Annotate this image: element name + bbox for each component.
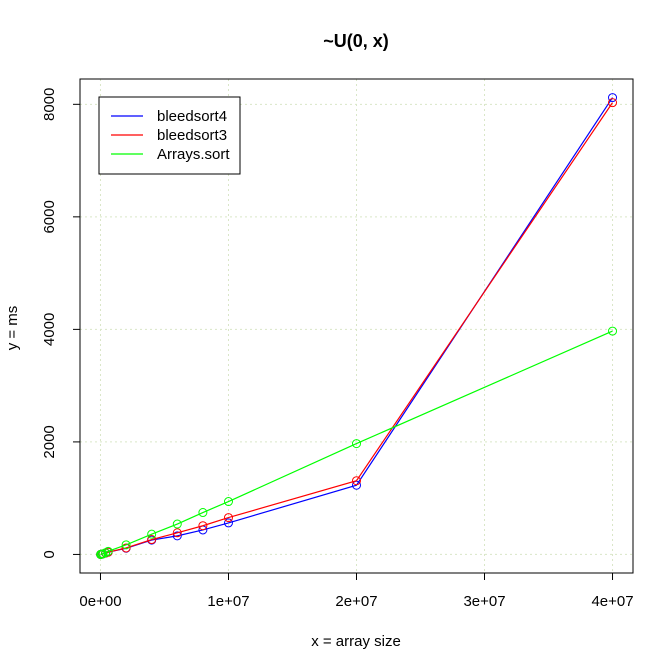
x-tick-label: 1e+07	[207, 593, 249, 610]
data-point	[223, 497, 233, 507]
x-tick-label: 0e+00	[79, 593, 121, 610]
data-point	[608, 98, 618, 108]
data-point	[352, 439, 361, 449]
data-point	[608, 326, 618, 336]
legend-label-0: bleedsort4	[157, 108, 227, 125]
legend-label-2: Arrays.sort	[157, 146, 230, 163]
y-tick-label: 0	[41, 550, 58, 558]
x-axis: 0e+00 1e+07 2e+07 3e+07 4e+07	[79, 573, 634, 610]
data-point	[172, 531, 182, 541]
data-point	[223, 518, 233, 528]
y-axis: 0 2000 4000 6000 8000	[41, 88, 80, 559]
plot-series	[96, 93, 618, 559]
data-point	[101, 548, 111, 558]
grid	[80, 79, 633, 573]
data-point	[608, 93, 618, 103]
legend: bleedsort4 bleedsort3 Arrays.sort	[98, 96, 241, 175]
data-point	[121, 543, 131, 553]
data-point	[198, 508, 208, 518]
y-tick-label: 4000	[41, 313, 58, 346]
y-tick-label: 6000	[41, 200, 58, 233]
chart-title: ~U(0, x)	[323, 31, 389, 51]
data-point	[103, 546, 113, 556]
data-point	[352, 476, 361, 486]
legend-label-1: bleedsort3	[157, 127, 227, 144]
y-tick-label: 8000	[41, 88, 58, 121]
x-tick-label: 4e+07	[591, 593, 633, 610]
y-tick-label: 2000	[41, 425, 58, 458]
data-point	[172, 528, 182, 538]
data-point	[223, 513, 233, 523]
y-axis-label: y = ms	[4, 306, 21, 351]
x-tick-label: 2e+07	[335, 593, 377, 610]
data-point	[147, 535, 157, 545]
x-tick-label: 3e+07	[463, 593, 505, 610]
data-point	[198, 521, 208, 531]
x-axis-label: x = array size	[311, 633, 401, 650]
data-point	[121, 540, 131, 550]
data-point	[147, 529, 157, 539]
data-point	[172, 519, 182, 529]
